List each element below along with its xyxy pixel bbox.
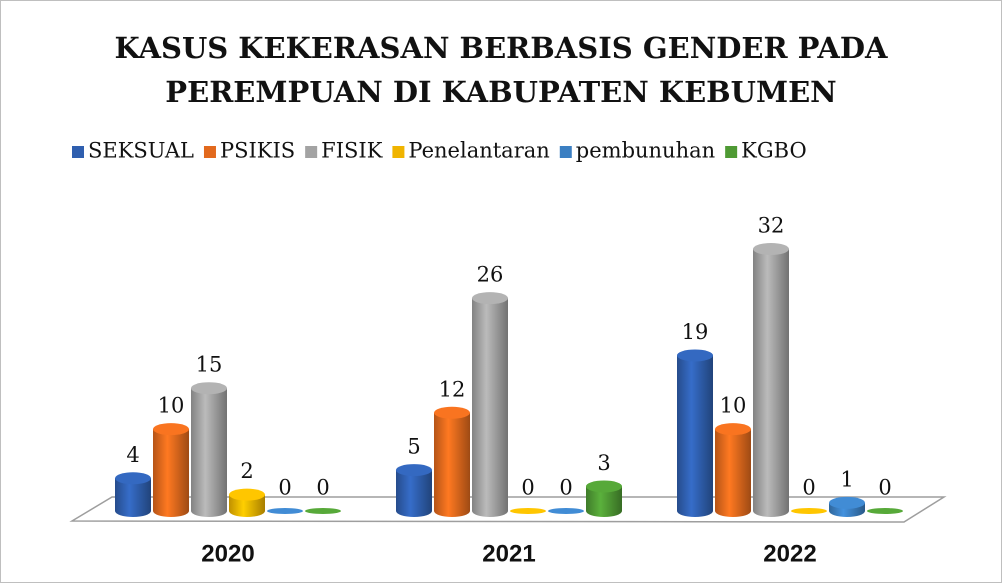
data-label: 4 — [126, 443, 139, 467]
bar — [586, 480, 622, 517]
bar — [229, 488, 265, 517]
legend-label: KGBO — [741, 139, 807, 163]
bar-body — [586, 486, 622, 517]
bar-top — [548, 508, 584, 514]
data-label: 5 — [407, 435, 420, 459]
data-label: 12 — [439, 377, 466, 401]
bar-body — [753, 249, 789, 517]
bar — [753, 243, 789, 517]
legend-label: PSIKIS — [220, 139, 295, 163]
bar-body — [115, 478, 151, 517]
legend-swatch — [203, 146, 216, 158]
bar-top — [229, 488, 265, 501]
chart-title: KASUS KEKERASAN BERBASIS GENDER PADA — [114, 31, 888, 65]
bar — [867, 508, 903, 514]
legend-label: pembunuhan — [576, 139, 715, 163]
bar-top — [267, 508, 303, 514]
bar-top — [305, 508, 341, 514]
data-label: 0 — [521, 476, 534, 500]
bar — [267, 508, 303, 514]
data-label: 3 — [597, 451, 610, 475]
data-label: 10 — [720, 394, 747, 418]
bar-top — [472, 292, 508, 305]
bar — [829, 496, 865, 517]
data-label: 0 — [878, 476, 891, 500]
bar-body — [229, 494, 265, 517]
bar-top — [153, 423, 189, 436]
legend-swatch — [725, 146, 738, 158]
bar — [791, 508, 827, 514]
bar — [115, 472, 151, 517]
x-tick-label: 2020 — [201, 540, 254, 567]
x-tick-label: 2022 — [763, 540, 816, 567]
bar-body — [396, 470, 432, 517]
bar-top — [510, 508, 546, 514]
legend-label: Penelantaran — [408, 139, 549, 163]
bar — [305, 508, 341, 514]
bar-body — [434, 412, 470, 517]
data-label: 15 — [196, 353, 223, 377]
legend-label: FISIK — [321, 139, 383, 163]
bar-top — [715, 423, 751, 436]
bar — [677, 349, 713, 517]
x-tick-label: 2021 — [482, 540, 535, 567]
bar — [191, 382, 227, 517]
bar-top — [791, 508, 827, 514]
bar-top — [867, 508, 903, 514]
data-label: 0 — [559, 476, 572, 500]
bar-body — [677, 355, 713, 517]
bar — [396, 464, 432, 517]
bar-top — [115, 472, 151, 485]
data-label: 26 — [477, 263, 504, 287]
legend-label: SEKSUAL — [88, 139, 194, 163]
bar-body — [715, 429, 751, 517]
data-label: 0 — [278, 476, 291, 500]
legend-swatch — [305, 146, 318, 158]
bar — [472, 292, 508, 517]
data-label: 10 — [158, 394, 185, 418]
bar — [548, 508, 584, 514]
bar-body — [153, 429, 189, 517]
bar — [434, 406, 470, 517]
bar-body — [191, 388, 227, 517]
bar — [153, 423, 189, 517]
data-label: 0 — [316, 476, 329, 500]
bar-top — [434, 406, 470, 419]
data-label: 1 — [840, 467, 853, 491]
bar — [715, 423, 751, 517]
chart-title: PEREMPUAN DI KABUPATEN KEBUMEN — [165, 75, 836, 109]
bar-top — [677, 349, 713, 362]
bar — [510, 508, 546, 514]
bar-body — [472, 298, 508, 517]
legend-swatch — [72, 146, 84, 158]
data-label: 0 — [802, 476, 815, 500]
bar-top — [586, 480, 622, 493]
bar-top — [753, 243, 789, 255]
data-label: 2 — [240, 459, 253, 483]
bar-top — [829, 496, 865, 509]
data-label: 32 — [758, 214, 785, 238]
legend-swatch — [392, 146, 405, 158]
bar-top — [191, 382, 227, 395]
data-label: 19 — [682, 320, 709, 344]
legend-swatch — [559, 146, 572, 158]
bar-top — [396, 464, 432, 477]
